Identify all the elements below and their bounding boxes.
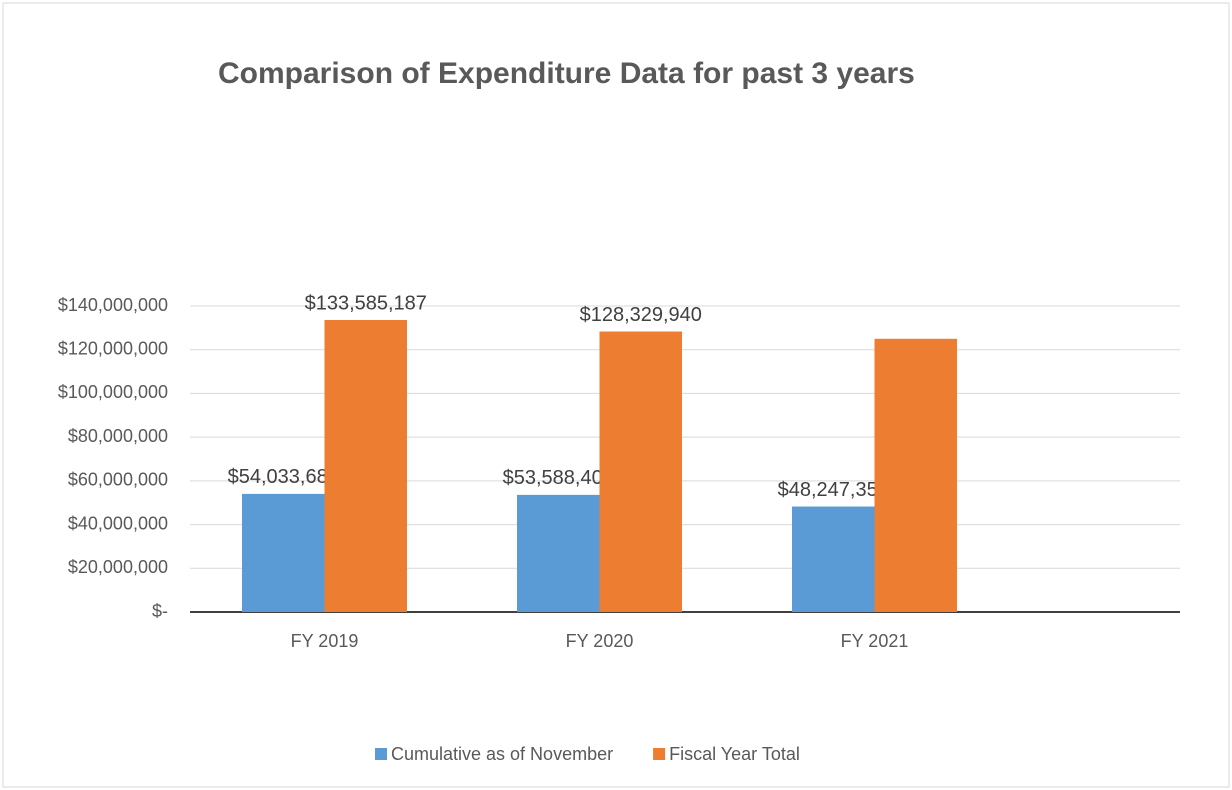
legend-swatch: [375, 748, 387, 760]
data-label: $53,588,408: [503, 467, 614, 489]
x-tick-label: FY 2020: [566, 631, 634, 651]
legend-label: Fiscal Year Total: [669, 744, 800, 764]
legend-swatch: [653, 748, 666, 760]
y-tick-label: $20,000,000: [68, 557, 168, 577]
data-label: $48,247,359: [778, 479, 889, 501]
data-label: $133,585,187: [305, 292, 427, 314]
y-tick-label: $80,000,000: [68, 426, 168, 446]
legend-label: Cumulative as of November: [391, 744, 613, 764]
chart-title: Comparison of Expenditure Data for past …: [218, 57, 915, 90]
bar: [874, 338, 957, 612]
data-label: $128,329,940: [580, 304, 702, 326]
y-tick-label: $140,000,000: [58, 295, 168, 315]
bar: [517, 494, 600, 612]
y-tick-label: $120,000,000: [58, 338, 168, 358]
x-tick-label: FY 2021: [841, 631, 909, 651]
bar: [324, 320, 407, 612]
data-label: $54,033,687: [228, 466, 339, 488]
bar: [599, 331, 682, 612]
y-tick-label: $60,000,000: [68, 470, 168, 490]
bar: [242, 493, 325, 612]
x-tick-label: FY 2019: [291, 631, 359, 651]
y-tick-label: $40,000,000: [68, 513, 168, 533]
bar: [792, 506, 875, 612]
y-tick-label: $100,000,000: [58, 382, 168, 402]
y-tick-label: $-: [152, 601, 168, 621]
